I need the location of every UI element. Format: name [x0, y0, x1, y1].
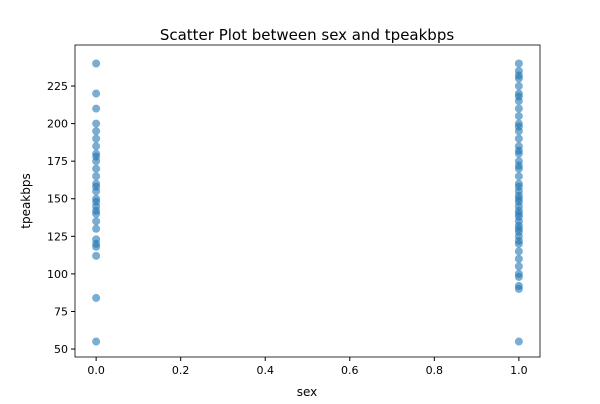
point [92, 337, 101, 346]
point [514, 112, 523, 121]
point [514, 82, 523, 91]
x-tick-label: 0.6 [341, 364, 359, 377]
point [514, 284, 523, 293]
point [514, 239, 523, 248]
point [514, 134, 523, 143]
x-tick-label: 1.0 [510, 364, 528, 377]
y-tick-label: 50 [54, 343, 68, 356]
point [92, 242, 101, 251]
point [514, 247, 523, 256]
point [92, 209, 101, 218]
point [92, 104, 101, 113]
x-axis-label: sex [297, 385, 318, 399]
y-tick-label: 75 [54, 305, 68, 318]
point [514, 272, 523, 281]
point [92, 187, 101, 196]
point [514, 164, 523, 173]
y-tick-label: 200 [47, 118, 68, 131]
x-tick-label: 0.0 [87, 364, 105, 377]
point [92, 172, 101, 181]
point [92, 142, 101, 151]
point [514, 337, 523, 346]
y-tick-label: 150 [47, 193, 68, 206]
point [92, 59, 101, 68]
chart-title: Scatter Plot between sex and tpeakbps [160, 26, 455, 44]
plot-frame [74, 44, 541, 358]
point [514, 262, 523, 271]
point [92, 164, 101, 173]
point [514, 104, 523, 113]
point [92, 293, 101, 302]
point [514, 254, 523, 263]
point [514, 59, 523, 68]
point [92, 134, 101, 143]
point [92, 127, 101, 136]
point [514, 127, 523, 136]
x-tick-label: 0.8 [426, 364, 444, 377]
point [92, 119, 101, 128]
y-tick-label: 125 [47, 230, 68, 243]
y-tick-label: 100 [47, 268, 68, 281]
point [514, 97, 523, 106]
y-tick-label: 225 [47, 80, 68, 93]
x-tick-label: 0.4 [256, 364, 274, 377]
point [92, 89, 101, 98]
point [92, 157, 101, 166]
point [92, 217, 101, 226]
point [92, 224, 101, 233]
point [92, 251, 101, 260]
y-axis-label: tpeakbps [19, 173, 33, 229]
point [514, 172, 523, 181]
point [514, 74, 523, 83]
point [514, 149, 523, 158]
y-tick-label: 175 [47, 155, 68, 168]
x-tick-label: 0.2 [172, 364, 190, 377]
